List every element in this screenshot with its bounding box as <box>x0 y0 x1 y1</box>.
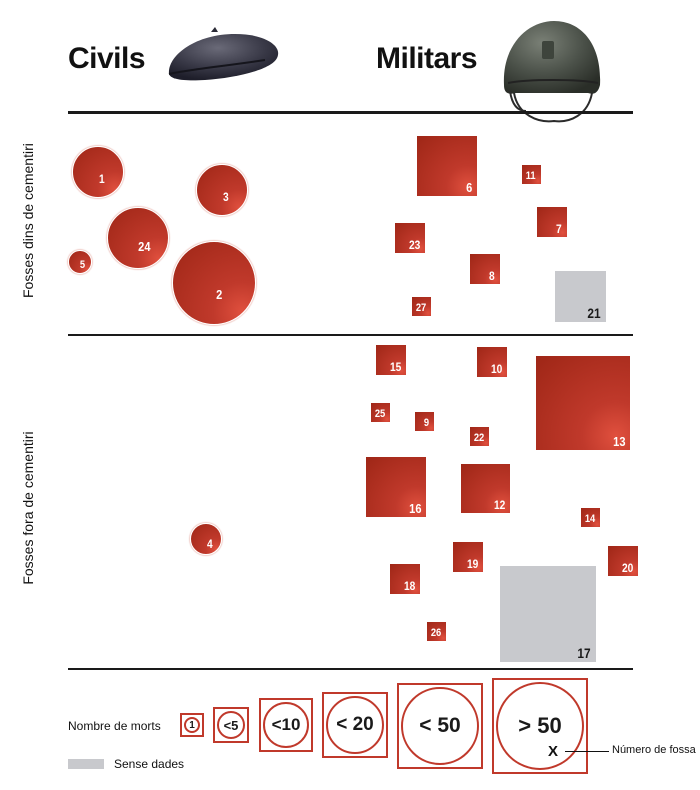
grave-number: 2 <box>215 286 222 302</box>
grave-14: 14 <box>580 507 601 528</box>
grave-18: 18 <box>389 563 421 595</box>
grave-number: 8 <box>489 269 495 283</box>
grave-number: 14 <box>584 513 595 525</box>
grave-27: 27 <box>411 296 432 317</box>
legend-size-20: < 20 <box>322 692 388 758</box>
grave-2: 2 <box>172 241 256 325</box>
militars-heading: Militars <box>376 42 478 75</box>
row-divider <box>68 334 633 336</box>
legend-no-data-swatch <box>68 759 104 769</box>
legend-number-leader <box>565 751 609 752</box>
legend-size-1-circle: 1 <box>184 717 200 733</box>
grave-number: 3 <box>223 190 229 205</box>
grave-25: 25 <box>370 402 391 423</box>
grave-1: 1 <box>72 146 124 198</box>
grave-21: 21 <box>555 271 606 322</box>
grave-number: 4 <box>206 536 213 551</box>
grave-number: 12 <box>493 498 505 512</box>
grave-4: 4 <box>190 523 222 555</box>
grave-11: 11 <box>521 164 542 185</box>
legend-deaths-label: Nombre de morts <box>68 719 161 733</box>
grave-8: 8 <box>469 253 501 285</box>
grave-number: 23 <box>408 238 420 252</box>
header-rule <box>68 111 633 114</box>
grave-number: 1 <box>99 172 105 187</box>
grave-number: 19 <box>466 557 478 571</box>
legend-size-10: <10 <box>259 698 313 752</box>
grave-number: 27 <box>415 302 426 314</box>
legend-number-label: Número de fossa <box>612 744 696 756</box>
legend-size-50plus: > 50 <box>492 678 588 774</box>
grave-number: 25 <box>374 408 385 420</box>
grave-number: 26 <box>430 627 441 639</box>
grave-23: 23 <box>394 222 426 254</box>
helmet-icon <box>503 21 601 123</box>
legend-size-50: < 50 <box>397 683 483 769</box>
grave-5: 5 <box>68 250 92 274</box>
grave-number: 15 <box>389 360 401 374</box>
grave-number: 16 <box>408 501 421 516</box>
grave-19: 19 <box>452 541 484 573</box>
legend-number-marker: X <box>548 743 559 760</box>
grave-number: 6 <box>465 180 472 195</box>
legend-size-50plus-circle: > 50 <box>496 682 584 770</box>
grave-15: 15 <box>375 344 407 376</box>
grave-number: 10 <box>490 362 502 376</box>
row-label-inside: Fosses dins de cementiri <box>20 143 36 298</box>
grave-number: 24 <box>138 238 151 254</box>
grave-24: 24 <box>107 207 169 269</box>
grave-number: 5 <box>80 259 86 272</box>
legend-size-1: 1 <box>180 713 204 737</box>
grave-number: 9 <box>423 417 429 429</box>
beret-icon <box>168 27 279 81</box>
grave-number: 22 <box>473 432 484 444</box>
grave-number: 20 <box>621 561 633 575</box>
grave-9: 9 <box>414 411 435 432</box>
grave-10: 10 <box>476 346 508 378</box>
grave-number: 13 <box>612 434 625 449</box>
legend-size-5-circle: <5 <box>217 711 245 739</box>
legend-size-20-circle: < 20 <box>326 696 384 754</box>
legend-size-5: <5 <box>213 707 249 743</box>
civils-heading: Civils <box>68 42 146 75</box>
grave-26: 26 <box>426 621 447 642</box>
grave-3: 3 <box>196 164 248 216</box>
grave-16: 16 <box>365 456 427 518</box>
grave-12: 12 <box>460 463 511 514</box>
legend-no-data-label: Sense dades <box>114 757 185 771</box>
grave-20: 20 <box>607 545 639 577</box>
legend-size-50-circle: < 50 <box>401 687 479 765</box>
grave-number: 11 <box>526 170 536 182</box>
legend-divider <box>68 668 633 670</box>
grave-22: 22 <box>469 426 490 447</box>
grave-number: 17 <box>577 645 591 661</box>
grave-number: 18 <box>403 579 415 593</box>
grave-17: 17 <box>500 566 596 662</box>
legend-size-10-circle: <10 <box>263 702 309 748</box>
grave-7: 7 <box>536 206 568 238</box>
grave-13: 13 <box>535 355 631 451</box>
grave-number: 7 <box>556 222 562 236</box>
grave-number: 21 <box>587 305 601 321</box>
grave-6: 6 <box>416 135 478 197</box>
row-label-outside: Fosses fora de cementiri <box>20 431 36 585</box>
